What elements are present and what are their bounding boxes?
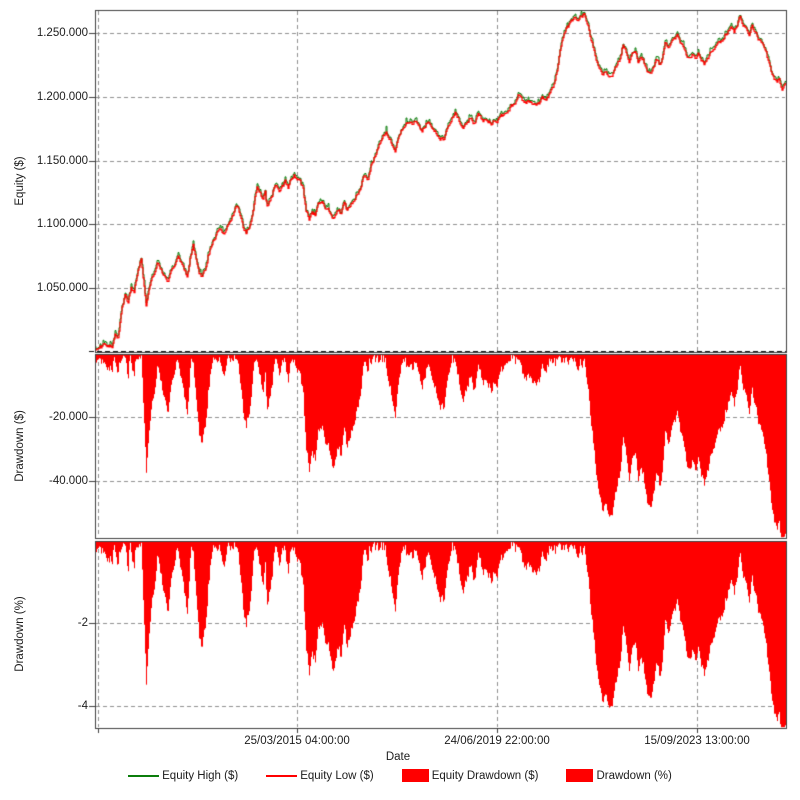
- legend-item-equity-drawdown: Equity Drawdown ($): [401, 769, 539, 782]
- area-swatch-icon: [566, 769, 594, 782]
- x-tick-label: 15/09/2023 13:00:00: [644, 735, 750, 747]
- y-tick-label: -20.000: [48, 411, 88, 424]
- y-tick-label: 1.050.000: [36, 282, 88, 295]
- line-swatch-icon: [128, 774, 160, 777]
- x-tick-label: 25/03/2015 04:00:00: [244, 735, 350, 747]
- y-tick-label: 1.100.000: [36, 218, 88, 231]
- drawdown-abs-axis-title: Drawdown ($): [14, 410, 26, 482]
- area-swatch-icon: [401, 769, 429, 782]
- y-tick-label: -2: [77, 617, 88, 630]
- legend-label: Drawdown (%): [596, 769, 672, 782]
- equity-axis-title: Equity ($): [14, 156, 26, 206]
- x-tick-label: 24/06/2019 22:00:00: [444, 735, 550, 747]
- legend-label: Equity High ($): [162, 769, 239, 782]
- y-tick-label: 1.250.000: [36, 26, 88, 39]
- date-axis-title: Date: [385, 751, 411, 763]
- line-swatch-icon: [266, 774, 298, 777]
- legend: Equity High ($) Equity Low ($) Equity Draw…: [0, 769, 800, 782]
- legend-item-equity-low: Equity Low ($): [266, 770, 374, 782]
- y-tick-label: 1.200.000: [36, 90, 88, 103]
- legend-label: Equity Drawdown ($): [431, 769, 539, 782]
- y-tick-label: -4: [77, 699, 88, 712]
- legend-item-drawdown-pct: Drawdown (%): [566, 769, 672, 782]
- drawdown-pct-axis-title: Drawdown (%): [14, 596, 26, 672]
- y-tick-label: 1.150.000: [36, 154, 88, 167]
- y-tick-label: -40.000: [48, 474, 88, 487]
- legend-label: Equity Low ($): [300, 769, 374, 782]
- legend-item-equity-high: Equity High ($): [128, 770, 238, 782]
